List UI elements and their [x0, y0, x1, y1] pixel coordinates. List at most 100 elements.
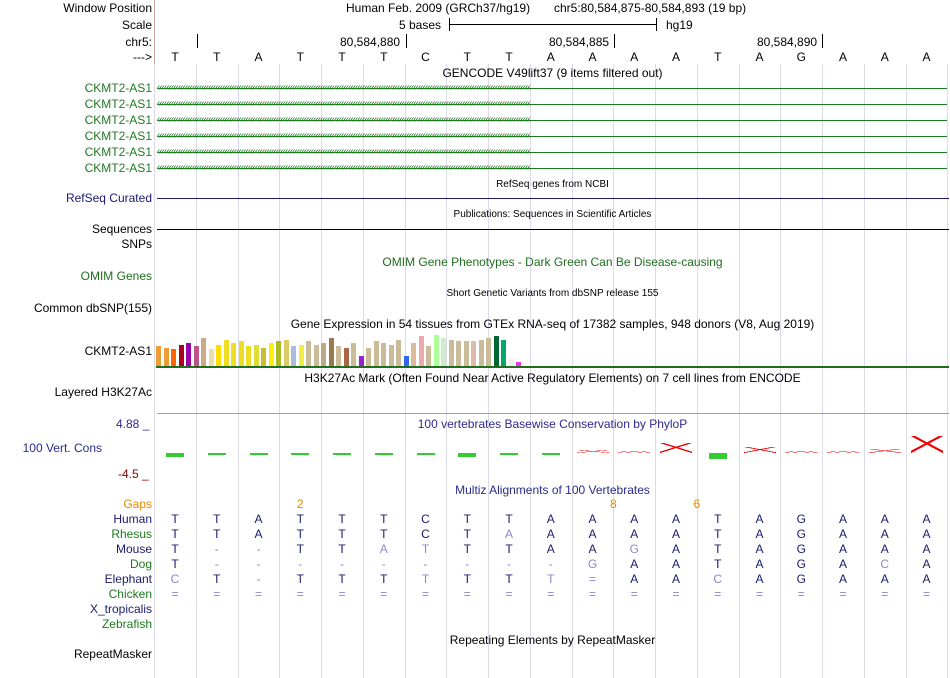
- gtex-tissue-bar[interactable]: [493, 336, 499, 366]
- gtex-tissue-bar[interactable]: [501, 340, 506, 366]
- gtex-tissue-bar[interactable]: [336, 346, 341, 366]
- gtex-tissue-bar[interactable]: [411, 343, 416, 366]
- gtex-tissue-bar[interactable]: [268, 343, 274, 366]
- dbsnp-track-label[interactable]: Common dbSNP(155): [33, 301, 152, 315]
- sequences-track-label[interactable]: Sequences: [91, 222, 152, 236]
- repeatmasker-track-title[interactable]: Repeating Elements by RepeatMasker: [449, 633, 656, 647]
- gtex-tissue-bar[interactable]: [223, 340, 229, 366]
- gtex-tissue-bar[interactable]: [516, 362, 521, 366]
- gtex-tissue-bar[interactable]: [246, 346, 251, 366]
- refseq-gene-line[interactable]: [157, 198, 949, 199]
- gtex-tissue-bar[interactable]: [418, 336, 424, 366]
- gencode-gene-feature[interactable]: ‹‹‹‹‹‹‹‹‹‹‹‹‹‹‹‹‹‹‹‹‹‹‹‹‹‹‹‹‹‹‹‹‹‹‹‹‹‹‹‹…: [157, 132, 947, 140]
- omim-track-label[interactable]: OMIM Genes: [80, 269, 152, 283]
- phylop-score-mark[interactable]: [166, 453, 184, 457]
- gencode-gene-label[interactable]: CKMT2-AS1: [84, 113, 152, 127]
- phylop-score-mark[interactable]: [333, 453, 351, 455]
- phylop-score-mark[interactable]: [374, 453, 393, 455]
- gencode-gene-feature[interactable]: ‹‹‹‹‹‹‹‹‹‹‹‹‹‹‹‹‹‹‹‹‹‹‹‹‹‹‹‹‹‹‹‹‹‹‹‹‹‹‹‹…: [157, 148, 947, 156]
- refseq-track-title[interactable]: RefSeq genes from NCBI: [496, 179, 609, 190]
- gencode-gene-label[interactable]: CKMT2-AS1: [84, 129, 152, 143]
- gtex-tissue-bar[interactable]: [313, 345, 319, 366]
- gtex-tissue-bar[interactable]: [396, 340, 401, 366]
- gtex-tissue-bar[interactable]: [448, 340, 454, 366]
- gtex-tissue-bar[interactable]: [486, 338, 491, 366]
- gtex-tissue-bar[interactable]: [433, 335, 439, 366]
- phylop-score-mark[interactable]: [249, 453, 268, 455]
- phylop-score-mark[interactable]: [868, 449, 901, 453]
- gtex-track-title[interactable]: Gene Expression in 54 tissues from GTEx …: [290, 317, 815, 331]
- gencode-track-title[interactable]: GENCODE V49lift37 (9 items filtered out): [442, 66, 663, 80]
- gtex-tissue-bar[interactable]: [156, 346, 161, 366]
- gtex-tissue-bar[interactable]: [373, 341, 379, 366]
- gtex-tissue-bar[interactable]: [216, 345, 221, 366]
- gtex-tissue-bar[interactable]: [366, 348, 371, 366]
- gtex-tissue-bar[interactable]: [276, 341, 281, 366]
- phylop-score-mark[interactable]: [910, 436, 943, 453]
- phylop-score-mark[interactable]: [708, 453, 727, 459]
- publications-track-title[interactable]: Publications: Sequences in Scientific Ar…: [453, 209, 652, 220]
- gtex-tissue-bar[interactable]: [478, 340, 484, 366]
- gtex-expression-chart[interactable]: [156, 333, 556, 366]
- gtex-tissue-bar[interactable]: [253, 345, 259, 366]
- gtex-tissue-bar[interactable]: [231, 343, 236, 366]
- snps-track-label[interactable]: SNPs: [121, 237, 152, 251]
- gtex-tissue-bar[interactable]: [456, 341, 461, 366]
- h3k27ac-track-title[interactable]: H3K27Ac Mark (Often Found Near Active Re…: [304, 371, 801, 385]
- phylop-score-mark[interactable]: [458, 453, 477, 457]
- gtex-tissue-bar[interactable]: [298, 345, 304, 366]
- gtex-tissue-bar[interactable]: [321, 343, 326, 366]
- multiz-track-title[interactable]: Multiz Alignments of 100 Vertebrates: [455, 483, 650, 497]
- gtex-tissue-bar[interactable]: [163, 348, 169, 366]
- sequences-line[interactable]: [157, 229, 949, 230]
- species-label[interactable]: Elephant: [104, 572, 152, 586]
- omim-track-title[interactable]: OMIM Gene Phenotypes - Dark Green Can Be…: [382, 255, 723, 269]
- gtex-gene-label[interactable]: CKMT2-AS1: [84, 344, 152, 358]
- phylop-score-mark[interactable]: [785, 451, 818, 453]
- phylop-score-mark[interactable]: [576, 450, 609, 453]
- phylop-score-mark[interactable]: [743, 447, 776, 453]
- gtex-tissue-bar[interactable]: [186, 343, 191, 366]
- species-label[interactable]: X_tropicalis: [89, 602, 152, 616]
- species-label[interactable]: Chicken: [108, 587, 152, 601]
- phylop-track-label[interactable]: 100 Vert. Cons: [22, 441, 102, 455]
- gencode-gene-feature[interactable]: ‹‹‹‹‹‹‹‹‹‹‹‹‹‹‹‹‹‹‹‹‹‹‹‹‹‹‹‹‹‹‹‹‹‹‹‹‹‹‹‹…: [157, 116, 947, 124]
- refseq-track-label[interactable]: RefSeq Curated: [65, 191, 152, 205]
- gtex-tissue-bar[interactable]: [471, 341, 476, 366]
- gtex-tissue-bar[interactable]: [441, 338, 446, 366]
- gtex-tissue-bar[interactable]: [381, 343, 386, 366]
- phylop-track-title[interactable]: 100 vertebrates Basewise Conservation by…: [417, 417, 688, 431]
- gtex-tissue-bar[interactable]: [193, 346, 199, 366]
- gtex-tissue-bar[interactable]: [388, 345, 394, 366]
- gtex-tissue-bar[interactable]: [426, 346, 431, 366]
- gtex-tissue-bar[interactable]: [201, 338, 206, 366]
- dbsnp-track-title[interactable]: Short Genetic Variants from dbSNP releas…: [446, 288, 659, 299]
- phylop-score-mark[interactable]: [618, 451, 651, 453]
- gencode-gene-label[interactable]: CKMT2-AS1: [84, 145, 152, 159]
- phylop-score-mark[interactable]: [291, 453, 310, 455]
- gtex-tissue-bar[interactable]: [358, 356, 364, 366]
- gtex-tissue-bar[interactable]: [463, 341, 469, 366]
- gtex-tissue-bar[interactable]: [306, 341, 311, 366]
- gencode-gene-feature[interactable]: ‹‹‹‹‹‹‹‹‹‹‹‹‹‹‹‹‹‹‹‹‹‹‹‹‹‹‹‹‹‹‹‹‹‹‹‹‹‹‹‹…: [157, 84, 947, 92]
- species-label[interactable]: Rhesus: [111, 527, 152, 541]
- phylop-conservation-plot[interactable]: [155, 430, 950, 470]
- phylop-score-mark[interactable]: [416, 453, 435, 455]
- phylop-score-mark[interactable]: [827, 451, 859, 453]
- h3k27ac-track-label[interactable]: Layered H3K27Ac: [54, 385, 152, 399]
- phylop-score-mark[interactable]: [660, 443, 692, 453]
- gtex-tissue-bar[interactable]: [328, 338, 334, 366]
- gtex-tissue-bar[interactable]: [351, 343, 356, 366]
- gtex-tissue-bar[interactable]: [291, 346, 296, 366]
- gtex-tissue-bar[interactable]: [238, 341, 244, 366]
- species-label[interactable]: Mouse: [115, 542, 152, 556]
- species-label[interactable]: Human: [113, 512, 152, 526]
- gencode-gene-feature[interactable]: ‹‹‹‹‹‹‹‹‹‹‹‹‹‹‹‹‹‹‹‹‹‹‹‹‹‹‹‹‹‹‹‹‹‹‹‹‹‹‹‹…: [157, 164, 947, 172]
- gtex-tissue-bar[interactable]: [403, 356, 409, 366]
- gtex-tissue-bar[interactable]: [283, 340, 289, 366]
- species-label[interactable]: Zebrafish: [101, 617, 152, 631]
- gtex-tissue-bar[interactable]: [208, 349, 214, 366]
- gtex-tissue-bar[interactable]: [508, 359, 514, 366]
- phylop-score-mark[interactable]: [500, 453, 518, 455]
- species-label[interactable]: Dog: [129, 557, 152, 571]
